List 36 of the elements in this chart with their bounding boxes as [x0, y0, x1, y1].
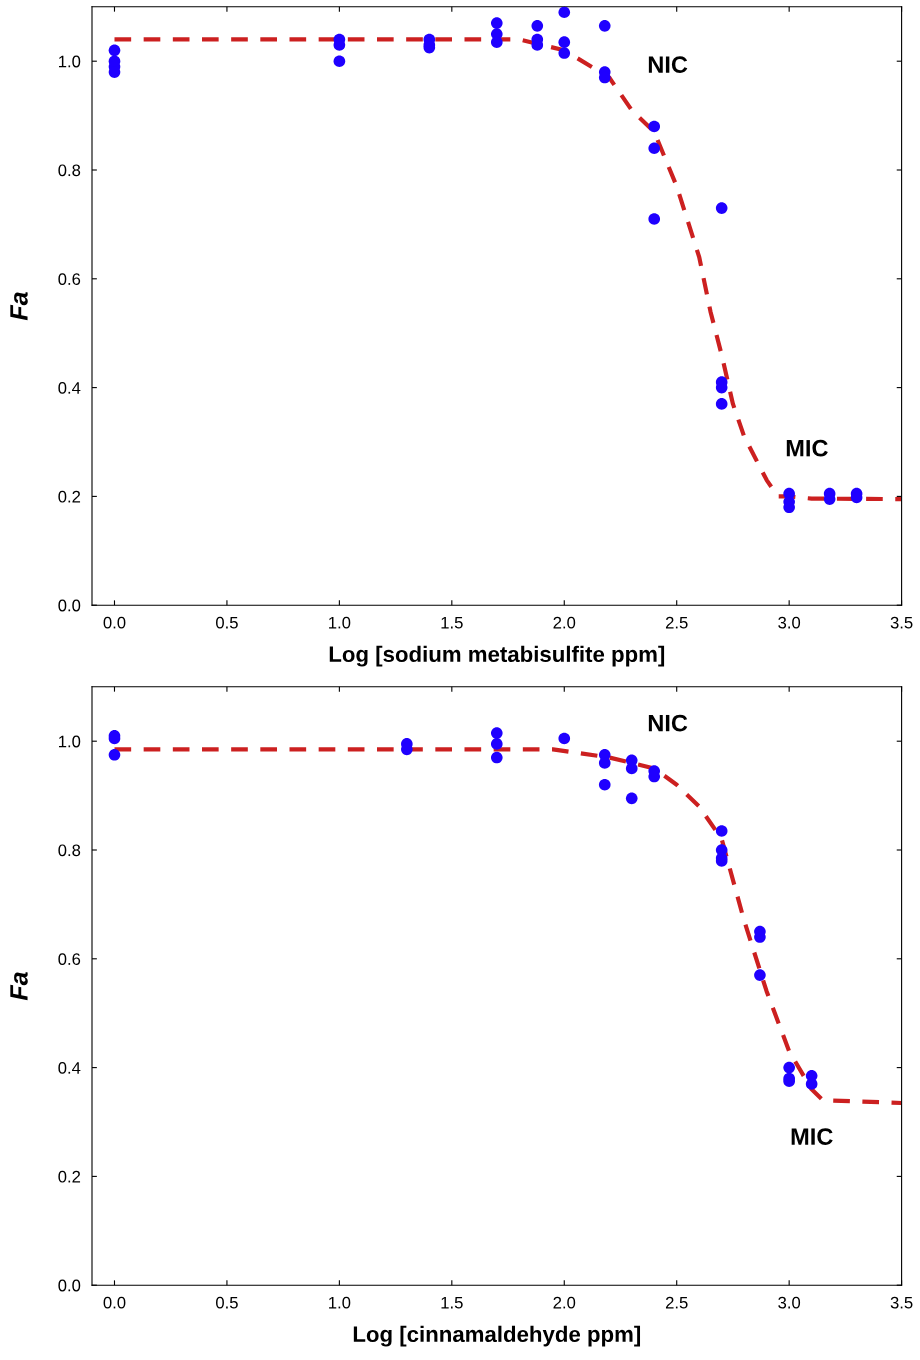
annotation: MIC — [786, 439, 828, 457]
y-tick-label: 0.6 — [58, 953, 81, 965]
x-axis-title: Log [sodium metabisulfite ppm] — [329, 645, 665, 667]
x-tick-label: 1.0 — [329, 1296, 351, 1309]
x-tick-label: 0.5 — [216, 616, 238, 629]
y-tick-label: 0.2 — [58, 490, 81, 503]
x-tick-label: 3.5 — [890, 1296, 913, 1309]
annotation: MIC — [791, 1128, 833, 1145]
y-tick-label: 0.2 — [58, 1170, 81, 1183]
y-tick-label: 0.6 — [58, 273, 81, 285]
x-tick-label: 0.0 — [103, 1296, 126, 1309]
y-tick-label: 0.4 — [58, 1062, 81, 1074]
y-tick-label: 0.0 — [58, 1279, 81, 1292]
x-tick-label: 2.0 — [553, 616, 576, 629]
x-tick-label: 2.5 — [665, 1296, 688, 1309]
x-tick-label: 2.5 — [665, 616, 688, 629]
y-tick-label: 0.4 — [58, 382, 81, 394]
x-tick-label: 3.5 — [890, 616, 913, 629]
x-tick-label: 2.0 — [553, 1296, 576, 1309]
annotation: NIC — [648, 56, 688, 73]
y-tick-label: 1.0 — [58, 55, 81, 68]
x-tick-label: 0.0 — [103, 616, 126, 629]
annotation: NIC — [648, 714, 688, 732]
x-tick-label: 1.5 — [441, 616, 463, 629]
y-tick-label: 0.0 — [58, 599, 81, 612]
x-tick-label: 0.5 — [216, 1296, 238, 1309]
y-tick-label: 0.8 — [58, 164, 81, 177]
x-tick-label: 3.0 — [778, 616, 801, 629]
y-axis-title: Fa — [10, 292, 28, 321]
x-tick-label: 1.0 — [329, 616, 351, 629]
x-tick-label: 3.0 — [778, 1296, 801, 1309]
y-axis-title: Fa — [10, 972, 28, 1001]
y-tick-label: 1.0 — [58, 735, 81, 748]
x-axis-title: Log [cinnamaldehyde ppm] — [353, 1325, 641, 1347]
x-tick-label: 1.5 — [441, 1296, 463, 1309]
y-tick-label: 0.8 — [58, 844, 81, 857]
